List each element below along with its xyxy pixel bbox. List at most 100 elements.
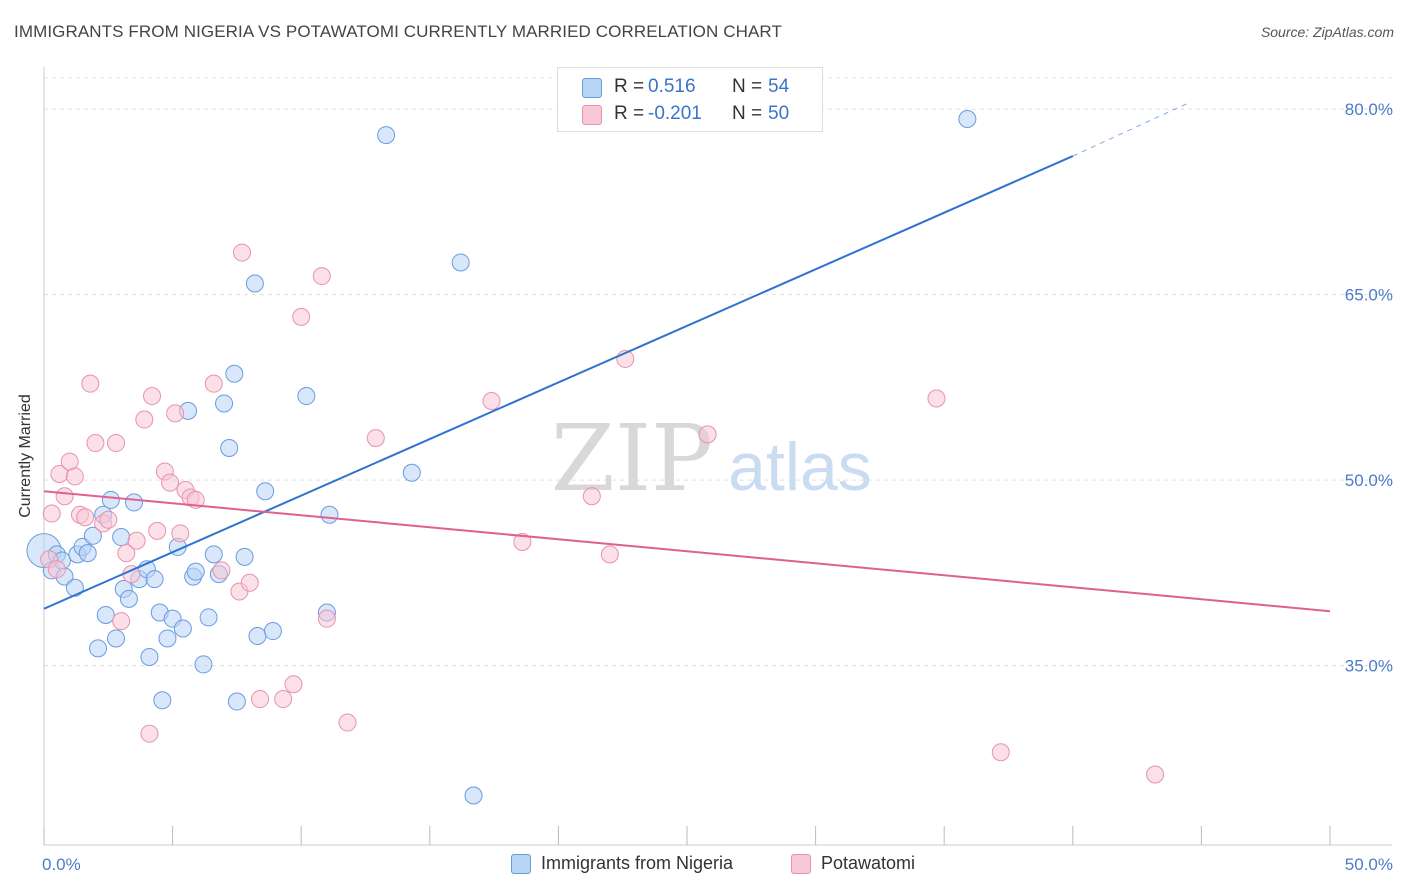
y-tick-label: 35.0% — [1345, 657, 1393, 676]
potawatomi-point — [76, 508, 95, 527]
legend-n-label: N = — [732, 103, 763, 124]
nigeria-point — [194, 655, 213, 674]
potawatomi-point — [284, 675, 303, 694]
nigeria-point — [256, 482, 275, 501]
bottom-legend-swatch-blue — [511, 854, 531, 874]
nigeria-point — [248, 626, 267, 645]
potawatomi-point — [171, 524, 190, 543]
legend-n-label: N = — [732, 76, 763, 97]
legend-n-value: 54 — [768, 76, 790, 97]
nigeria-point — [158, 629, 177, 648]
legend-r-value: 0.516 — [648, 76, 696, 97]
nigeria-point — [101, 490, 120, 509]
nigeria-point — [65, 578, 84, 597]
nigeria-point — [958, 109, 977, 128]
potawatomi-point — [317, 609, 336, 628]
bottom-legend-label: Potawatomi — [821, 853, 916, 873]
watermark-atlas: atlas — [728, 429, 872, 505]
nigeria-point — [227, 692, 246, 711]
potawatomi-point — [65, 467, 84, 486]
legend-n-value: 50 — [768, 103, 790, 124]
nigeria-point — [186, 562, 205, 581]
axes — [43, 67, 1392, 846]
nigeria-trend-extension — [1072, 102, 1189, 157]
potawatomi-point — [140, 724, 159, 743]
nigeria-point — [320, 505, 339, 524]
nigeria-point — [451, 253, 470, 272]
potawatomi-point — [81, 374, 100, 393]
data-points — [26, 109, 1165, 805]
nigeria-point — [112, 528, 131, 547]
legend-r-label: R = — [614, 103, 645, 124]
potawatomi-point — [513, 532, 532, 551]
nigeria-point — [83, 526, 102, 545]
potawatomi-point — [251, 690, 270, 709]
x-tick-label: 0.0% — [42, 855, 81, 874]
nigeria-point — [464, 786, 483, 805]
potawatomi-point — [1146, 765, 1165, 784]
potawatomi-point — [212, 561, 231, 580]
potawatomi-point — [117, 544, 136, 563]
nigeria-point — [225, 364, 244, 383]
potawatomi-point — [698, 425, 717, 444]
nigeria-point — [125, 493, 144, 512]
nigeria-point — [402, 463, 421, 482]
nigeria-point — [215, 394, 234, 413]
nigeria-point — [153, 691, 172, 710]
legend-swatch-blue — [582, 78, 602, 98]
nigeria-point — [173, 619, 192, 638]
potawatomi-point — [991, 743, 1010, 762]
potawatomi-point — [161, 473, 180, 492]
nigeria-trend-line — [43, 155, 1074, 610]
y-tick-label: 50.0% — [1345, 471, 1393, 490]
nigeria-point — [119, 589, 138, 608]
nigeria-point — [78, 544, 97, 563]
nigeria-point — [220, 438, 239, 457]
trend-lines — [43, 102, 1331, 613]
nigeria-point — [140, 648, 159, 667]
nigeria-point — [235, 547, 254, 566]
legend-swatch-pink — [582, 105, 602, 125]
nigeria-point — [199, 608, 218, 627]
potawatomi-point — [143, 387, 162, 406]
potawatomi-point — [312, 267, 331, 286]
legend-row-nigeria: R = 0.516 N = 54 — [558, 75, 820, 101]
potawatomi-point — [42, 504, 61, 523]
nigeria-point — [263, 622, 282, 641]
legend-r-value: -0.201 — [648, 103, 702, 124]
potawatomi-point — [927, 389, 946, 408]
nigeria-point — [204, 545, 223, 564]
nigeria-point — [377, 126, 396, 145]
nigeria-point — [145, 570, 164, 589]
potawatomi-point — [86, 434, 105, 453]
potawatomi-point — [482, 391, 501, 410]
potawatomi-point — [582, 487, 601, 506]
potawatomi-point — [292, 307, 311, 326]
tick-labels: 35.0% 50.0% 65.0% 80.0% 0.0% 50.0% — [42, 100, 1393, 874]
potawatomi-point — [233, 243, 252, 262]
nigeria-point — [107, 629, 126, 648]
source-label: Source: ZipAtlas.com — [1260, 24, 1394, 40]
potawatomi-point — [166, 404, 185, 423]
bottom-legend-label: Immigrants from Nigeria — [541, 853, 734, 873]
correlation-legend: R = 0.516 N = 54 R = -0.201 N = 50 — [557, 67, 823, 132]
potawatomi-point — [112, 612, 131, 631]
nigeria-point — [89, 639, 108, 658]
watermark: ZIP atlas — [551, 405, 872, 512]
potawatomi-point — [127, 531, 146, 550]
nigeria-point — [297, 387, 316, 406]
x-tick-label: 50.0% — [1345, 855, 1393, 874]
potawatomi-point — [600, 545, 619, 564]
legend-r-label: R = — [614, 76, 645, 97]
potawatomi-point — [55, 487, 74, 506]
bottom-legend-swatch-pink — [791, 854, 811, 874]
potawatomi-point — [274, 690, 293, 709]
watermark-zip: ZIP — [551, 405, 713, 512]
potawatomi-trend-line — [43, 490, 1331, 613]
nigeria-point — [245, 274, 264, 293]
potawatomi-point — [47, 560, 66, 579]
y-tick-label: 65.0% — [1345, 286, 1393, 305]
potawatomi-point — [366, 429, 385, 448]
potawatomi-point — [148, 521, 167, 540]
potawatomi-point — [107, 434, 126, 453]
